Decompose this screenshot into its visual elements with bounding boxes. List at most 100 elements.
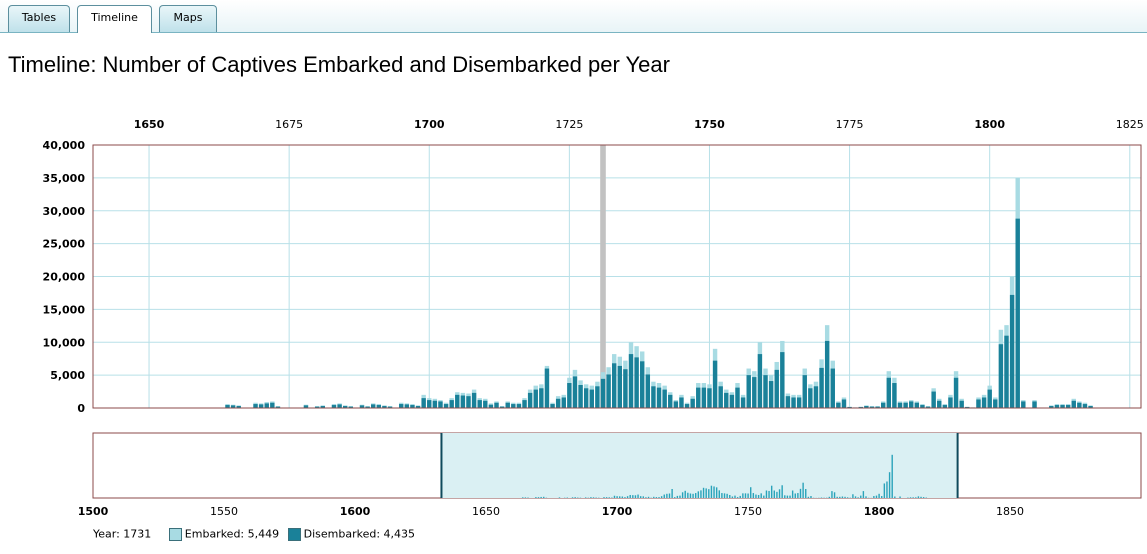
navigator-bar bbox=[747, 493, 749, 498]
navigator-bar bbox=[791, 490, 794, 498]
bar-disembarked bbox=[981, 397, 987, 408]
bar-disembarked bbox=[1049, 406, 1054, 408]
bar-disembarked bbox=[499, 406, 505, 408]
bar-disembarked bbox=[712, 360, 718, 408]
navigator-bar bbox=[778, 489, 781, 498]
navigator-bar bbox=[671, 489, 673, 498]
navigator-bar bbox=[865, 496, 867, 498]
bar-disembarked bbox=[735, 387, 740, 408]
legend: Year: 1731 Embarked: 5,449 Disembarked: … bbox=[93, 527, 415, 541]
y-tick-label: 40,000 bbox=[43, 139, 86, 152]
bar-disembarked bbox=[1060, 405, 1065, 408]
navigator-bar bbox=[757, 495, 760, 498]
bar-disembarked bbox=[1015, 218, 1020, 408]
navigator-bar bbox=[558, 497, 561, 498]
y-tick-label: 30,000 bbox=[43, 205, 86, 218]
bar-disembarked bbox=[942, 405, 948, 408]
navigator-bar bbox=[810, 496, 812, 498]
navigator-bar bbox=[922, 497, 925, 498]
page-title: Timeline: Number of Captives Embarked an… bbox=[8, 52, 670, 77]
x-axis-labels: 1650 1675 1700 1725 1750 1775 1800 1825 bbox=[134, 118, 1144, 131]
bar-disembarked bbox=[757, 354, 763, 408]
navigator-selection[interactable] bbox=[441, 433, 958, 498]
bar-disembarked bbox=[875, 406, 880, 408]
tab-timeline[interactable]: Timeline bbox=[77, 5, 152, 33]
bar-disembarked bbox=[718, 386, 723, 408]
navigator-x-axis-labels: 1500 1550 1600 1650 1700 1750 1800 1850 bbox=[78, 505, 1024, 518]
bar-disembarked bbox=[746, 375, 751, 408]
navigator-bar bbox=[739, 495, 741, 498]
bar-disembarked bbox=[410, 405, 415, 408]
navigator-x-tick-label: 1500 bbox=[78, 505, 109, 518]
navigator-bar bbox=[592, 497, 595, 498]
navigator-bar bbox=[674, 497, 676, 498]
navigator-bar bbox=[768, 490, 770, 498]
bar-disembarked bbox=[314, 406, 320, 408]
navigator-bar bbox=[658, 497, 660, 498]
x-tick-label: 1700 bbox=[414, 118, 445, 131]
bar-disembarked bbox=[813, 386, 819, 408]
navigator-bar bbox=[781, 485, 783, 498]
embarked-swatch bbox=[168, 527, 182, 541]
navigator-bar bbox=[836, 496, 838, 498]
navigator-bar bbox=[676, 495, 679, 498]
bar-disembarked bbox=[948, 397, 953, 408]
navigator-bar bbox=[718, 490, 720, 498]
bar-disembarked bbox=[701, 387, 707, 408]
navigator-bar bbox=[603, 497, 605, 498]
bar-disembarked bbox=[466, 396, 471, 408]
navigator-bar bbox=[899, 496, 901, 498]
bar-disembarked bbox=[976, 399, 981, 408]
bar-disembarked bbox=[791, 397, 796, 408]
bar-disembarked bbox=[522, 400, 527, 408]
navigator-bar bbox=[632, 495, 634, 498]
bar-disembarked bbox=[460, 395, 466, 408]
navigator-bar bbox=[770, 485, 773, 498]
navigator-bar bbox=[705, 488, 707, 498]
x-tick-label: 1750 bbox=[694, 118, 725, 131]
navigator-bar bbox=[679, 495, 681, 498]
navigator-bar bbox=[776, 491, 778, 498]
disembarked-swatch bbox=[287, 527, 301, 541]
x-tick-label: 1800 bbox=[974, 118, 1005, 131]
navigator-bar bbox=[860, 495, 862, 498]
navigator-bar bbox=[875, 495, 878, 498]
navigator-bar bbox=[736, 497, 739, 498]
navigator-x-tick-label: 1600 bbox=[340, 505, 371, 518]
navigator-bar bbox=[605, 497, 608, 498]
navigator-bar bbox=[755, 494, 757, 498]
bar-disembarked bbox=[359, 405, 365, 408]
navigator-bar bbox=[522, 497, 524, 498]
navigator-bar bbox=[645, 497, 647, 498]
bar-disembarked bbox=[920, 405, 925, 408]
tab-maps[interactable]: Maps bbox=[159, 5, 217, 32]
overview-navigator[interactable]: 1500 1550 1600 1650 1700 1750 1800 1850 bbox=[0, 430, 1147, 522]
tab-tables[interactable]: Tables bbox=[8, 5, 70, 32]
bar-disembarked bbox=[488, 404, 494, 408]
navigator-bar bbox=[786, 495, 789, 498]
tab-bar: Tables Timeline Maps bbox=[0, 0, 1147, 33]
y-tick-label: 0 bbox=[77, 402, 85, 413]
bar-disembarked bbox=[808, 388, 813, 408]
navigator-bar bbox=[807, 496, 810, 498]
bar-disembarked bbox=[780, 352, 785, 408]
main-chart[interactable]: 0 5,000 10,000 15,000 20,000 25,000 30,000 35,0… bbox=[0, 108, 1147, 413]
bar-disembarked bbox=[371, 404, 376, 408]
bar-disembarked bbox=[819, 367, 824, 408]
bar-disembarked bbox=[583, 388, 589, 408]
highlight-year-band bbox=[600, 145, 606, 408]
bar-disembarked bbox=[567, 383, 572, 408]
bar-disembarked bbox=[1032, 401, 1037, 408]
navigator-bar bbox=[794, 493, 796, 498]
bar-disembarked bbox=[404, 404, 410, 408]
bar-disembarked bbox=[617, 365, 623, 408]
navigator-bar bbox=[750, 487, 752, 498]
bar-disembarked bbox=[449, 400, 454, 408]
navigator-bar bbox=[700, 490, 702, 498]
bar-disembarked bbox=[640, 361, 645, 408]
bar-disembarked bbox=[270, 402, 275, 408]
x-tick-label: 1675 bbox=[275, 118, 303, 131]
navigator-x-tick-label: 1550 bbox=[210, 505, 238, 518]
navigator-bar bbox=[543, 496, 545, 498]
navigator-bar bbox=[731, 496, 734, 498]
